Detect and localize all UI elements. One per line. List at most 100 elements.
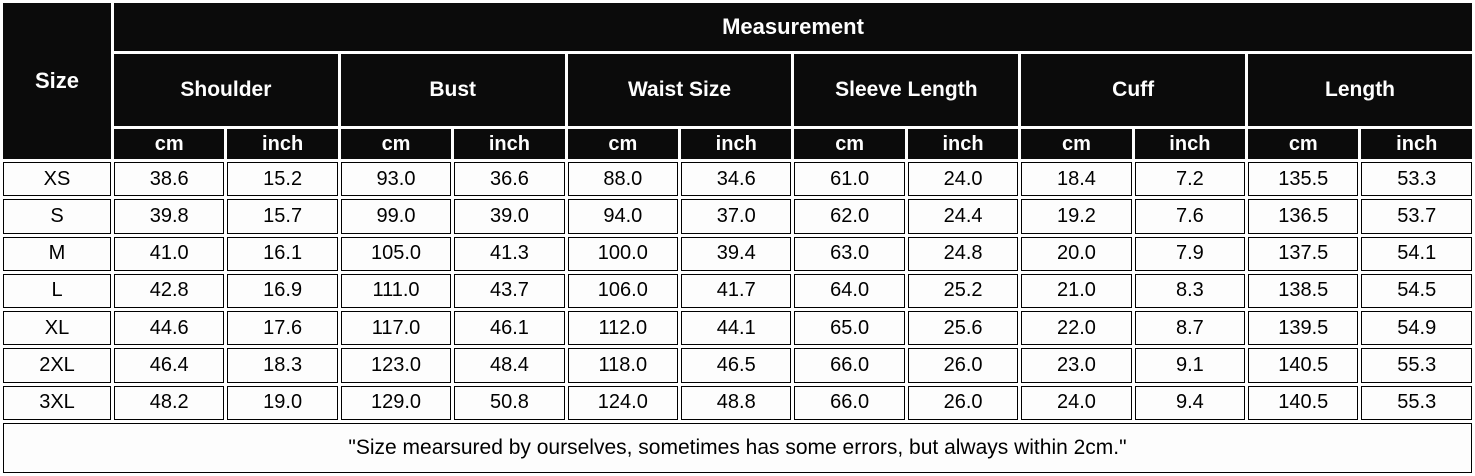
value-cell: 26.0 — [907, 385, 1019, 420]
group-header-cuff: Cuff — [1021, 54, 1246, 126]
unit-header-cm: cm — [794, 129, 905, 159]
unit-header-inch: inch — [1361, 129, 1472, 159]
group-header-shoulder: Shoulder — [114, 54, 338, 126]
value-cell: 19.2 — [1021, 199, 1132, 234]
value-cell: 42.8 — [114, 273, 225, 309]
value-cell: 46.1 — [454, 311, 565, 346]
value-cell: 66.0 — [794, 385, 905, 420]
value-cell: 16.1 — [227, 236, 338, 271]
unit-header-cm: cm — [1248, 129, 1359, 159]
value-cell: 7.9 — [1134, 236, 1246, 271]
value-cell: 24.4 — [907, 199, 1019, 234]
size-cell: XS — [3, 162, 111, 197]
value-cell: 139.5 — [1248, 311, 1359, 346]
unit-header-cm: cm — [340, 129, 452, 159]
value-cell: 41.0 — [114, 236, 225, 271]
value-cell: 112.0 — [567, 311, 679, 346]
table-row: S 39.8 15.7 99.0 39.0 94.0 37.0 62.0 24.4 19.2 7.6… — [3, 199, 1472, 234]
unit-header-cm: cm — [1021, 129, 1132, 159]
value-cell: 53.3 — [1361, 162, 1472, 197]
size-cell: M — [3, 236, 111, 271]
table-body: XS 38.6 15.2 93.0 36.6 88.0 34.6 61.0 24.0 18.4 7.… — [3, 162, 1472, 420]
value-cell: 135.5 — [1248, 162, 1359, 197]
value-cell: 100.0 — [567, 236, 679, 271]
value-cell: 44.6 — [114, 311, 225, 346]
value-cell: 25.6 — [907, 311, 1019, 346]
value-cell: 48.2 — [114, 385, 225, 420]
unit-header-inch: inch — [1134, 129, 1246, 159]
value-cell: 93.0 — [340, 162, 452, 197]
value-cell: 66.0 — [794, 348, 905, 383]
value-cell: 48.4 — [454, 348, 565, 383]
value-cell: 46.4 — [114, 348, 225, 383]
measurement-title: Measurement — [114, 3, 1472, 51]
unit-header-inch: inch — [681, 129, 792, 159]
value-cell: 7.6 — [1134, 199, 1246, 234]
value-cell: 9.1 — [1134, 348, 1246, 383]
value-cell: 117.0 — [340, 311, 452, 346]
unit-header-cm: cm — [567, 129, 679, 159]
value-cell: 140.5 — [1248, 385, 1359, 420]
value-cell: 26.0 — [907, 348, 1019, 383]
value-cell: 54.9 — [1361, 311, 1472, 346]
value-cell: 137.5 — [1248, 236, 1359, 271]
value-cell: 44.1 — [681, 311, 792, 346]
value-cell: 106.0 — [567, 273, 679, 309]
value-cell: 15.7 — [227, 199, 338, 234]
value-cell: 64.0 — [794, 273, 905, 309]
size-column-header: Size — [3, 3, 111, 159]
value-cell: 36.6 — [454, 162, 565, 197]
group-header-bust: Bust — [340, 54, 565, 126]
value-cell: 118.0 — [567, 348, 679, 383]
value-cell: 55.3 — [1361, 385, 1472, 420]
value-cell: 16.9 — [227, 273, 338, 309]
value-cell: 48.8 — [681, 385, 792, 420]
value-cell: 25.2 — [907, 273, 1019, 309]
size-cell: L — [3, 273, 111, 309]
table-row: 2XL 46.4 18.3 123.0 48.4 118.0 46.5 66.0 26.0 23.… — [3, 348, 1472, 383]
value-cell: 8.3 — [1134, 273, 1246, 309]
footnote: "Size mearsured by ourselves, sometimes … — [3, 423, 1472, 473]
value-cell: 111.0 — [340, 273, 452, 309]
value-cell: 41.3 — [454, 236, 565, 271]
value-cell: 19.0 — [227, 385, 338, 420]
size-cell: S — [3, 199, 111, 234]
value-cell: 54.5 — [1361, 273, 1472, 309]
value-cell: 9.4 — [1134, 385, 1246, 420]
value-cell: 39.4 — [681, 236, 792, 271]
size-cell: XL — [3, 311, 111, 346]
value-cell: 94.0 — [567, 199, 679, 234]
value-cell: 24.0 — [907, 162, 1019, 197]
table-row: L 42.8 16.9 111.0 43.7 106.0 41.7 64.0 25.2 21.0 8… — [3, 273, 1472, 309]
group-header-waist-size: Waist Size — [567, 54, 792, 126]
table-row: XS 38.6 15.2 93.0 36.6 88.0 34.6 61.0 24.0 18.4 7.… — [3, 162, 1472, 197]
group-header-sleeve-length: Sleeve Length — [794, 54, 1019, 126]
value-cell: 7.2 — [1134, 162, 1246, 197]
value-cell: 50.8 — [454, 385, 565, 420]
value-cell: 17.6 — [227, 311, 338, 346]
value-cell: 21.0 — [1021, 273, 1132, 309]
value-cell: 124.0 — [567, 385, 679, 420]
value-cell: 8.7 — [1134, 311, 1246, 346]
value-cell: 61.0 — [794, 162, 905, 197]
value-cell: 24.8 — [907, 236, 1019, 271]
unit-header-inch: inch — [227, 129, 338, 159]
value-cell: 129.0 — [340, 385, 452, 420]
value-cell: 18.4 — [1021, 162, 1132, 197]
table-row: 3XL 48.2 19.0 129.0 50.8 124.0 48.8 66.0 26.0 24.… — [3, 385, 1472, 420]
value-cell: 41.7 — [681, 273, 792, 309]
value-cell: 65.0 — [794, 311, 905, 346]
group-header-row: Shoulder Bust Waist Size Sleeve Length C… — [3, 54, 1472, 126]
value-cell: 18.3 — [227, 348, 338, 383]
value-cell: 24.0 — [1021, 385, 1132, 420]
size-cell: 3XL — [3, 385, 111, 420]
value-cell: 138.5 — [1248, 273, 1359, 309]
value-cell: 140.5 — [1248, 348, 1359, 383]
value-cell: 46.5 — [681, 348, 792, 383]
value-cell: 39.8 — [114, 199, 225, 234]
table-row: XL 44.6 17.6 117.0 46.1 112.0 44.1 65.0 25.6 22.0… — [3, 311, 1472, 346]
value-cell: 54.1 — [1361, 236, 1472, 271]
value-cell: 23.0 — [1021, 348, 1132, 383]
unit-header-cm: cm — [114, 129, 225, 159]
